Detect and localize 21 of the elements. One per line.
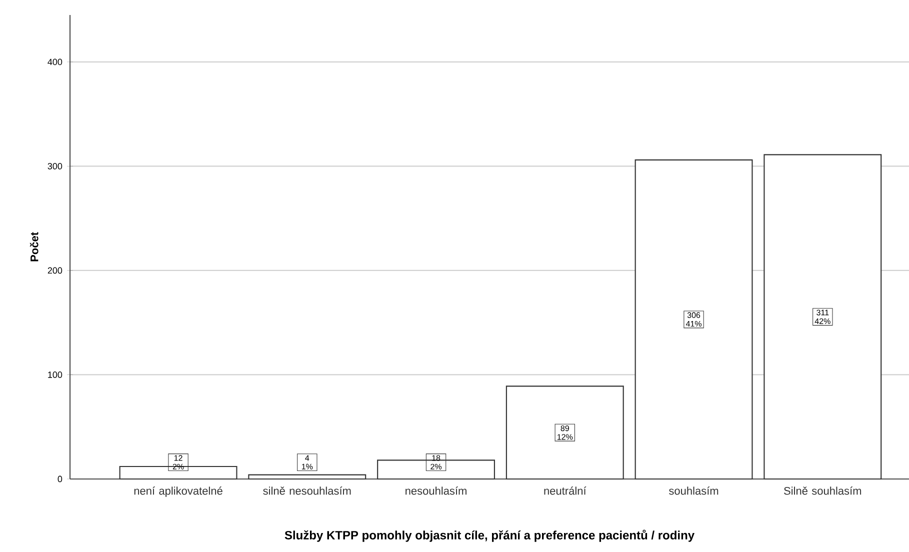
y-tick-label: 0 [58, 476, 62, 482]
y-tick-label: 300 [48, 163, 62, 170]
bar [248, 474, 366, 480]
data-label: 306 41% [686, 312, 702, 327]
data-label: 311 42% [814, 310, 830, 324]
x-tick-label: souhlasím [669, 486, 718, 495]
bar [506, 386, 624, 480]
bar [634, 159, 753, 480]
x-tick-label: nesouhlasím [406, 486, 466, 495]
data-label: 89 12% [558, 425, 573, 440]
x-tick-label: silně nesouhlasím [263, 486, 351, 495]
x-tick-label: neutrální [544, 486, 586, 495]
x-tick-label: Silně souhlasím [784, 486, 862, 495]
x-tick-label: není aplikovatelné [134, 486, 222, 497]
y-tick-label: 100 [48, 372, 62, 378]
bar [764, 154, 882, 480]
y-tick-label: 400 [48, 58, 62, 66]
data-label: 4 1% [302, 455, 313, 470]
y-tick-label: 200 [48, 267, 62, 274]
y-axis-title: Počet [30, 232, 38, 262]
x-axis-title: Služby KTPP pomohly objasnit cíle, přání a preference pacientů / rodiny [284, 530, 694, 542]
